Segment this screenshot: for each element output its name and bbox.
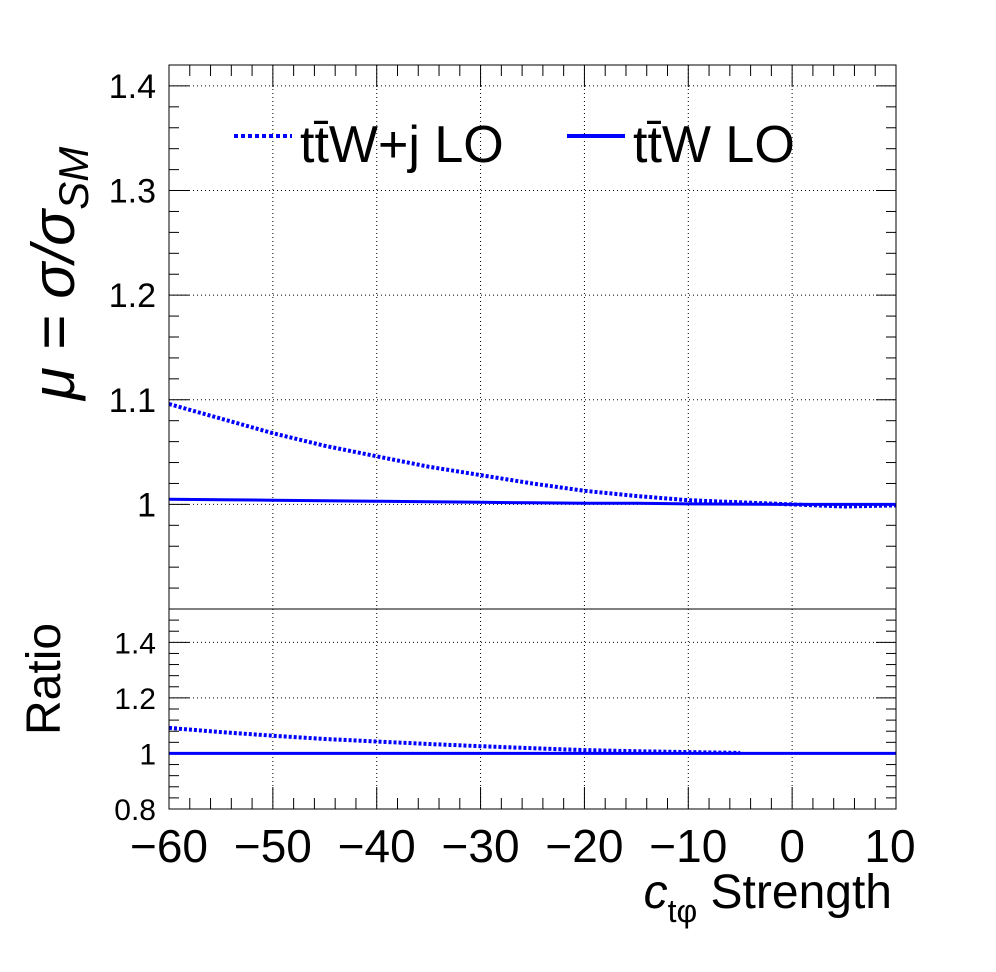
ratio-y-tick-label: 1	[139, 738, 156, 771]
ratio-y-tick-labels: 0.8 1 1.2 1.4	[114, 627, 156, 827]
ratio-y-tick-label: 1.4	[114, 627, 156, 660]
legend-label-ttwj: tt̄W+j LO	[300, 116, 504, 174]
main-y-axis-title: μ = σ/σSM	[20, 147, 97, 402]
main-series-ttw	[168, 497, 896, 506]
x-tick-labels: −60 −50 −40 −30 −20 −10 0 10	[130, 820, 916, 872]
main-series	[168, 402, 897, 509]
main-y-tick-label: 1.2	[109, 277, 156, 315]
ratio-y-tick-label: 1.2	[114, 683, 156, 716]
ratio-grid	[168, 609, 897, 809]
ratio-axis-ticks	[168, 608, 897, 810]
main-y-tick-label: 1.1	[109, 382, 156, 420]
legend: tt̄W+j LO tt̄W LO	[234, 116, 795, 174]
main-y-axis-title-main: μ = σ/σ	[20, 207, 87, 402]
x-tick-label: 10	[864, 820, 915, 872]
x-tick-label: −30	[442, 820, 520, 872]
x-axis-title-sub: tφ	[668, 893, 698, 929]
ratio-plot-frame	[168, 608, 897, 810]
main-y-tick-label: 1.4	[109, 68, 156, 106]
main-y-axis-title-sub: SM	[50, 147, 97, 210]
ratio-series-ttwj	[168, 725, 741, 755]
x-axis-title-rest: Strength	[697, 866, 892, 919]
x-tick-label: −60	[130, 820, 208, 872]
x-axis-title: ctφ Strength	[644, 866, 892, 929]
ratio-y-axis-title: Ratio	[18, 623, 71, 735]
ratio-y-tick-label: 0.8	[114, 794, 156, 827]
main-series-ttwj	[168, 402, 897, 509]
x-axis-title-var: c	[644, 866, 668, 919]
x-tick-label: −10	[649, 820, 727, 872]
x-tick-label: −40	[338, 820, 416, 872]
ratio-series	[168, 725, 896, 755]
main-y-tick-label: 1.3	[109, 173, 156, 211]
main-y-tick-labels: 1 1.1 1.2 1.3 1.4	[109, 68, 156, 524]
x-tick-label: −20	[545, 820, 623, 872]
main-y-tick-label: 1	[137, 486, 156, 524]
legend-label-ttw: tt̄W LO	[633, 116, 795, 174]
x-tick-label: 0	[779, 820, 805, 872]
x-tick-label: −50	[234, 820, 312, 872]
